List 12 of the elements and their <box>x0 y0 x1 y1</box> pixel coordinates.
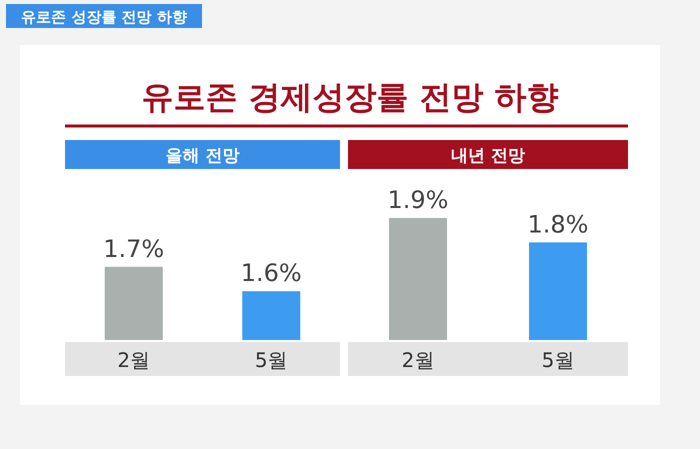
text: 유로존 성장률 전망 하향 <box>21 8 187 26</box>
data-label: 1.9% <box>388 186 448 214</box>
x-tick-label: 2월 <box>402 348 434 372</box>
x-tick-label: 2월 <box>117 348 150 372</box>
chart-title: 유로존 경제성장률 전망 하향 <box>141 78 559 116</box>
chart-subtitle: 올해 전망 <box>166 146 240 166</box>
x-tick-label: 5월 <box>542 348 574 372</box>
data-label: 1.6% <box>240 259 302 288</box>
data-label: 1.8% <box>528 210 588 238</box>
x-tick-label: 5월 <box>254 348 288 372</box>
data-label: 1.7% <box>103 234 164 263</box>
chart-subtitle: 내년 전망 <box>451 146 525 166</box>
